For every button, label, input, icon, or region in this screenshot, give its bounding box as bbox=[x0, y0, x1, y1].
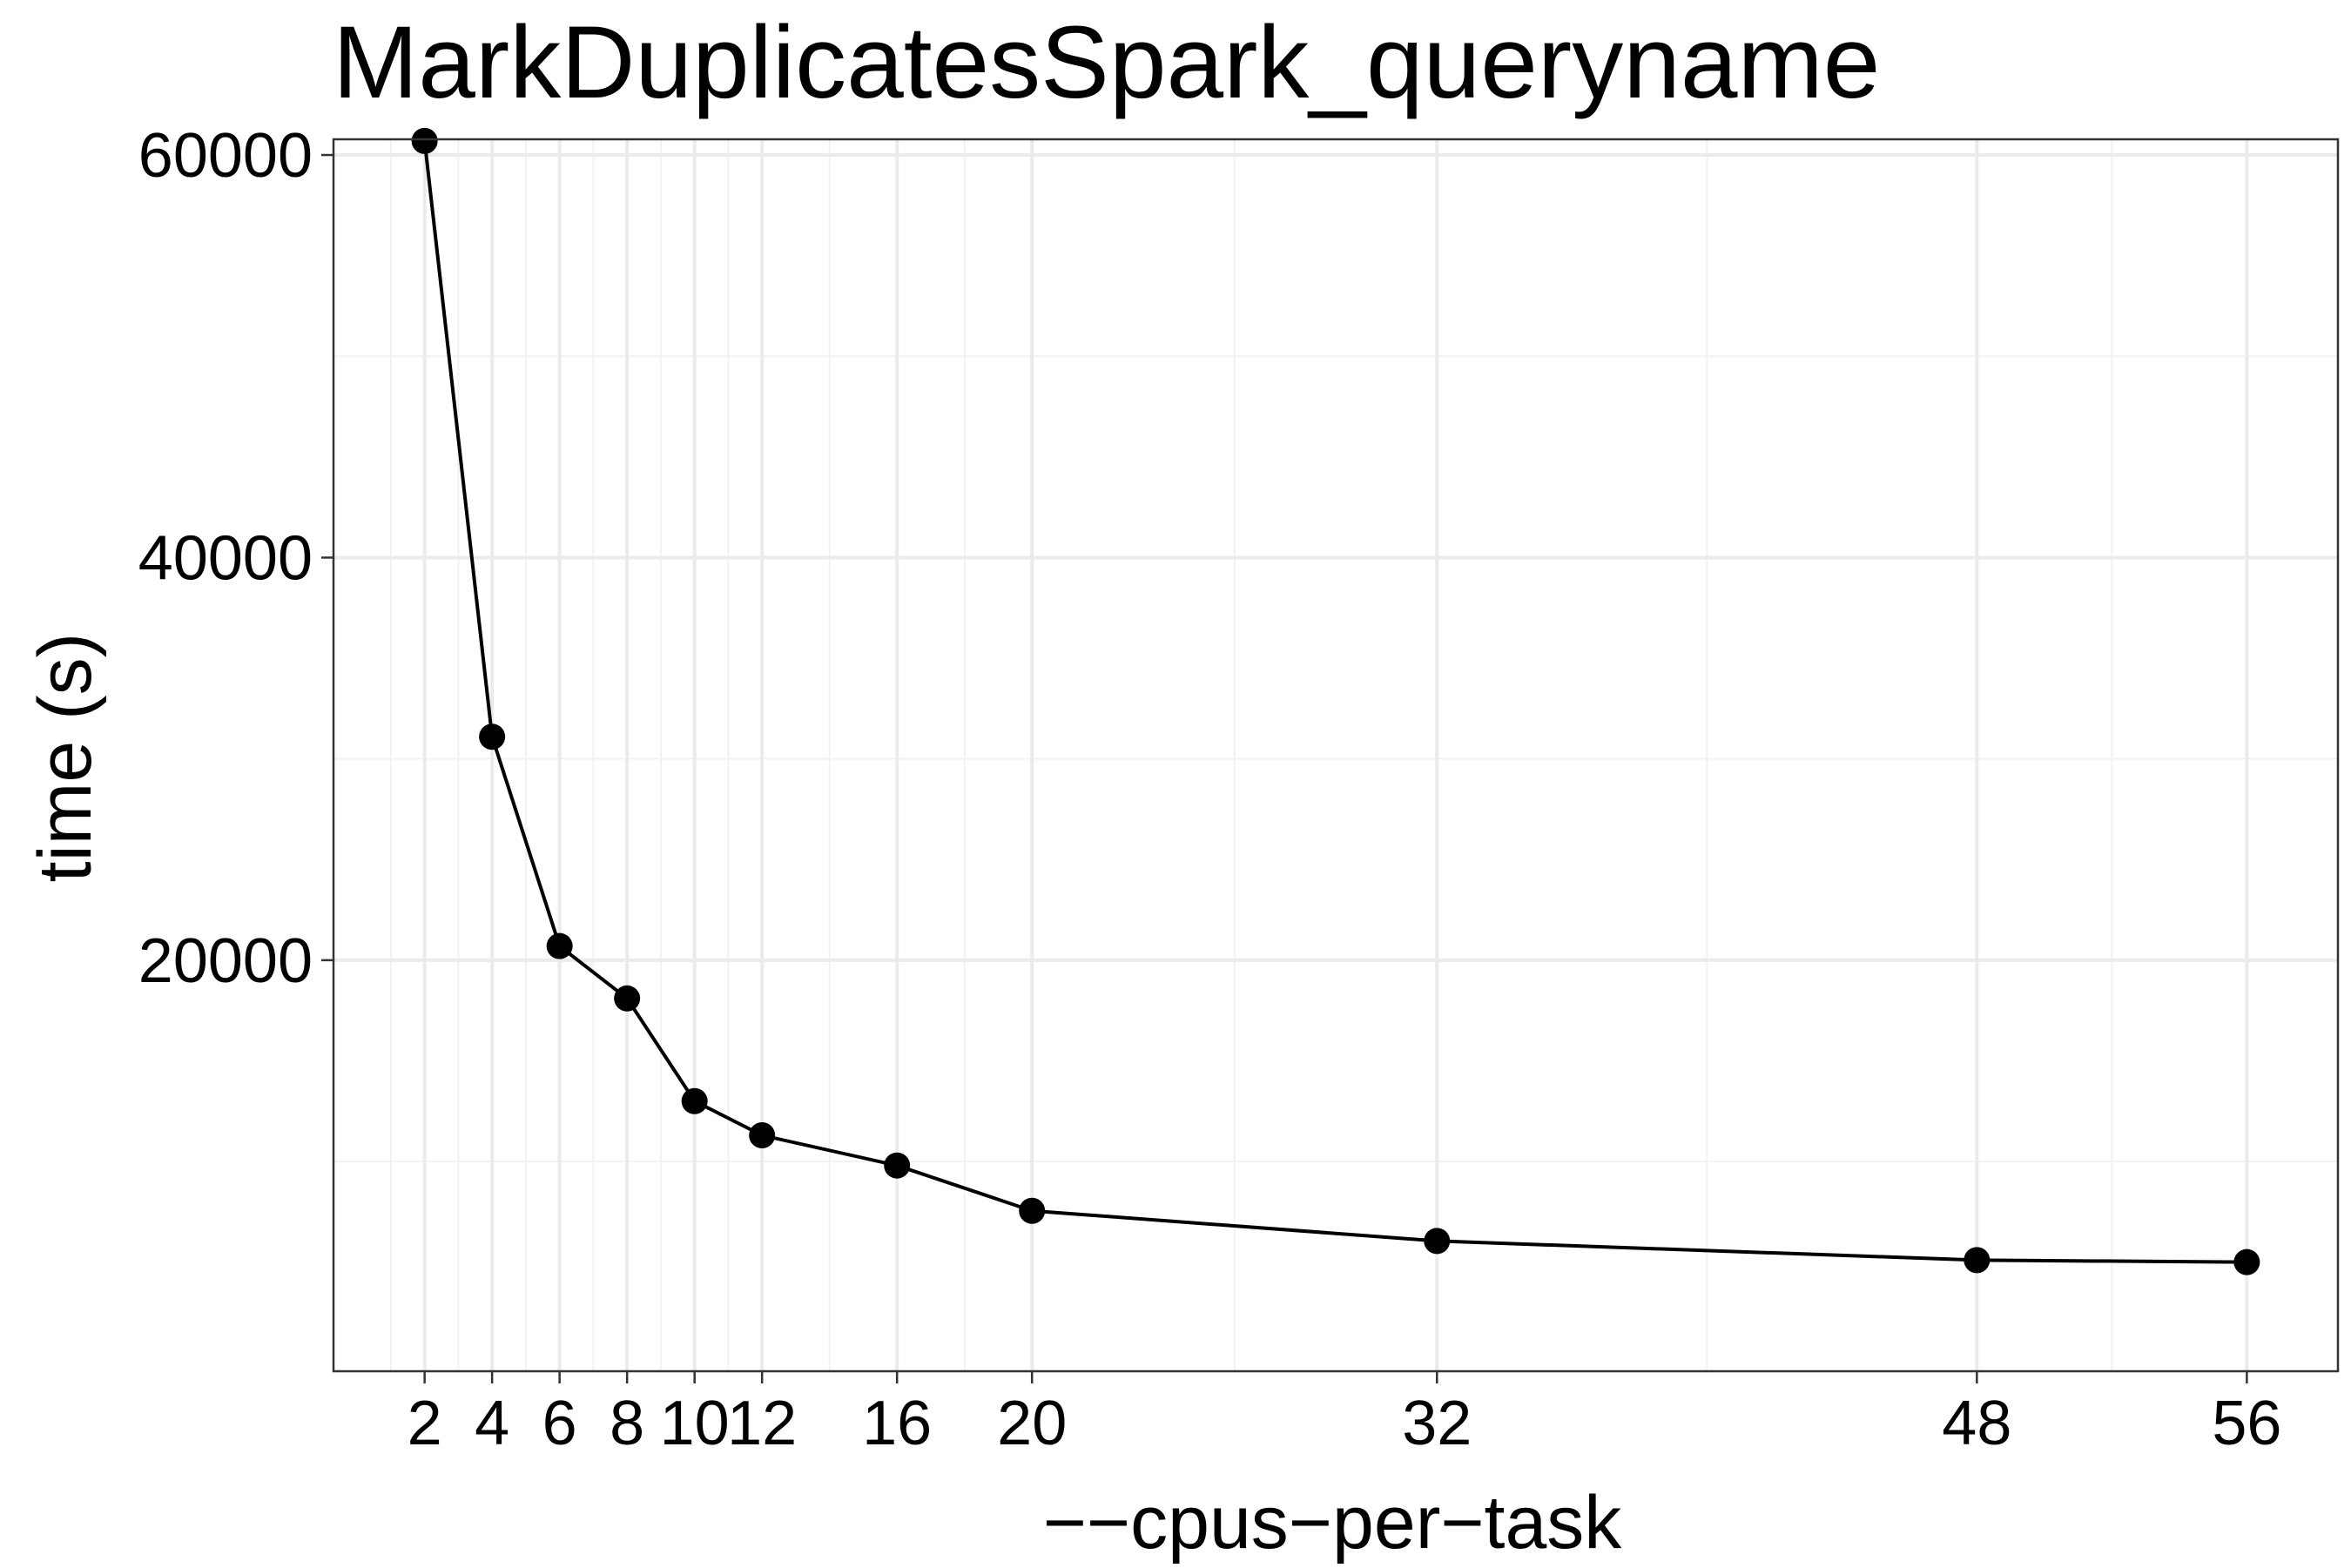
data-point bbox=[1019, 1197, 1046, 1224]
plot-panel-border bbox=[332, 138, 2340, 1373]
x-tick-label: 16 bbox=[862, 1389, 932, 1458]
data-point bbox=[681, 1087, 708, 1114]
x-tick-label: 2 bbox=[408, 1389, 442, 1458]
x-tick-label: 10 bbox=[660, 1389, 730, 1458]
x-tick-label: 6 bbox=[542, 1389, 577, 1458]
data-point bbox=[546, 932, 573, 959]
x-axis-title: −−cpus−per−task bbox=[1043, 1481, 1623, 1565]
x-tick-label: 56 bbox=[2212, 1389, 2281, 1458]
y-tick-label: 20000 bbox=[138, 926, 313, 996]
x-tick-label: 48 bbox=[1942, 1389, 2011, 1458]
data-series bbox=[411, 127, 2260, 1275]
y-axis-title: time (s) bbox=[24, 633, 107, 883]
major-gridlines bbox=[333, 139, 2338, 1371]
chart-title: MarkDuplicatesSpark_queryname bbox=[333, 5, 1880, 120]
x-tick-label: 32 bbox=[1402, 1389, 1472, 1458]
x-tick-label: 12 bbox=[727, 1389, 797, 1458]
y-axis: 20000 40000 60000 bbox=[138, 121, 333, 996]
data-point bbox=[1424, 1228, 1451, 1255]
x-tick-label: 20 bbox=[997, 1389, 1067, 1458]
x-tick-label: 4 bbox=[475, 1389, 509, 1458]
minor-gridlines bbox=[333, 139, 2338, 1371]
data-point bbox=[749, 1122, 776, 1149]
data-point bbox=[884, 1152, 911, 1179]
y-tick-label: 60000 bbox=[138, 121, 313, 191]
x-tick-label: 8 bbox=[610, 1389, 644, 1458]
data-point bbox=[614, 985, 641, 1012]
plot-panel bbox=[332, 127, 2340, 1373]
y-tick-label: 40000 bbox=[138, 523, 313, 593]
plot-panel-background bbox=[333, 139, 2338, 1371]
data-point bbox=[411, 127, 438, 154]
data-point bbox=[1964, 1247, 1991, 1274]
data-point bbox=[479, 723, 506, 750]
data-point bbox=[2233, 1248, 2260, 1275]
